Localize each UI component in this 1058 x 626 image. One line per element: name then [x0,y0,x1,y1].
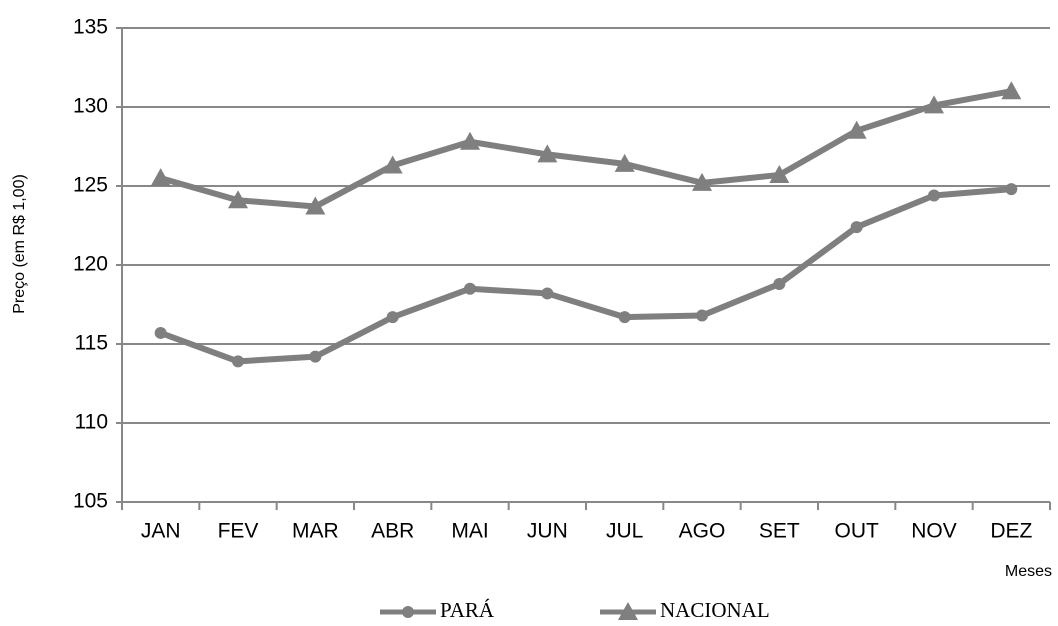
data-point [228,190,248,209]
series-line [159,88,1012,210]
y-tick-label: 135 [73,16,108,39]
x-tick-label: FEV [218,520,259,543]
x-tick-label: OUT [835,520,880,543]
data-point [464,282,476,295]
data-point [1001,81,1022,100]
data-point [769,164,790,183]
data-point [928,189,940,202]
data-point [1005,183,1018,196]
x-tick-label: JUL [606,520,643,543]
x-axis-label: Meses [1005,563,1052,580]
data-point [150,168,171,187]
legend-marker [402,606,414,618]
x-tick-label: ABR [371,520,414,543]
legend-marker [618,602,638,620]
y-axis-label: Preço (em R$ 1,00) [11,174,28,314]
data-point [773,277,786,290]
series-line [159,186,1012,365]
data-point [850,221,863,234]
data-point [846,120,867,139]
data-point [541,287,554,300]
data-point [460,131,480,150]
y-tick-label: 115 [75,332,108,355]
x-tick-label: SET [759,520,800,543]
y-tick-label: 105 [73,490,108,513]
data-point [309,350,322,363]
data-point [537,144,558,163]
legend-label: PARÁ [440,598,495,622]
y-tick-label: 110 [75,411,108,434]
data-point [696,309,708,322]
legend-label: NACIONAL [660,598,770,622]
data-point [692,172,712,191]
data-point [924,95,944,114]
x-tick-label: AGO [679,520,726,543]
data-point [386,311,399,324]
data-point [305,196,326,215]
x-tick-label: DEZ [990,520,1032,543]
x-tick-label: JUN [527,520,568,543]
x-tick-label: MAI [451,520,488,543]
x-tick-label: JAN [141,520,181,543]
y-tick-label: 130 [73,95,108,118]
data-point [154,326,167,339]
y-tick-label: 125 [73,174,108,197]
x-tick-label: NOV [911,520,957,543]
data-point [382,155,403,174]
data-point [614,153,635,172]
x-tick-label: MAR [292,520,339,543]
y-tick-label: 120 [73,253,108,276]
data-point [618,311,631,324]
data-point [232,355,244,368]
